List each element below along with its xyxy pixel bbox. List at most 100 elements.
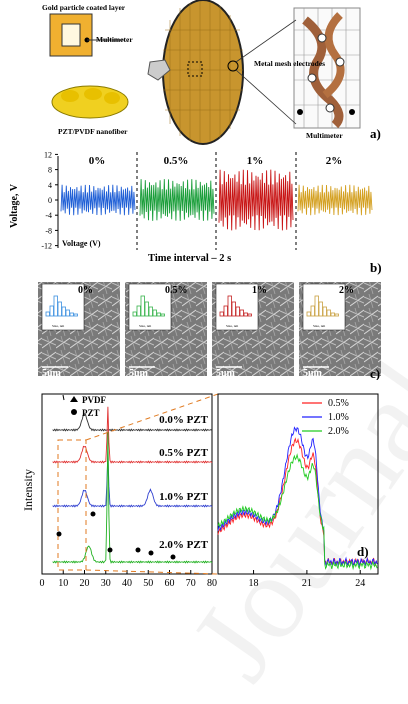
histogram-bar <box>57 301 62 317</box>
panel-b: Voltage, V 12 8 4 0 -4 -8 -12 0% 0.5% 1% 2% Volta… <box>9 150 382 275</box>
histogram-bar <box>227 295 232 317</box>
xtick-label: 80 <box>207 578 217 589</box>
signal-trace <box>139 179 215 221</box>
histogram-bar <box>247 313 252 317</box>
particle <box>325 103 335 113</box>
xtick-label: 0 <box>40 578 45 589</box>
histogram-bar <box>152 309 157 317</box>
zoom-legend: 0.5% 1.0% 2.0% <box>302 398 349 437</box>
zoom-xticks: 18 21 24 <box>249 570 365 589</box>
contact-point <box>349 109 355 115</box>
xrd-curve-labels: 0.0% PZT 0.5% PZT 1.0% PZT 2.0% PZT <box>159 414 209 551</box>
histogram-bar <box>231 301 236 317</box>
ytick-label: 4 <box>48 181 52 190</box>
pzt-peak-dot <box>90 511 96 517</box>
histogram-bar <box>73 313 78 317</box>
panel-b-legend: Voltage (V) <box>62 239 101 248</box>
curve-label: 0.0% PZT <box>159 414 209 426</box>
zoom-circle <box>227 60 239 72</box>
panel-a: Gold particle coated layer Multimeter PZ… <box>42 0 381 145</box>
zoom-region-box <box>57 439 87 571</box>
histogram-bar <box>61 306 66 317</box>
label-multimeter-bottom: Multimeter <box>306 131 343 140</box>
curve-label: 0.5% PZT <box>159 447 209 459</box>
ytick-label: -8 <box>45 226 52 235</box>
xrd-curve <box>52 431 213 564</box>
sem-percent-label: 2% <box>339 285 354 296</box>
ytick-label: -4 <box>45 211 52 220</box>
panel-b-signals <box>60 169 373 231</box>
histogram-bar <box>318 301 323 317</box>
histogram-bar <box>326 309 331 317</box>
ytick-label: 0 <box>48 196 52 205</box>
histogram-bar <box>45 311 50 317</box>
zoom-box <box>187 61 203 77</box>
zoom-curves <box>217 426 378 571</box>
label-fiber: PZT/PVDF nanofiber <box>58 127 128 136</box>
pzt-peak-dot <box>135 547 141 553</box>
clip-icon <box>147 59 171 81</box>
histogram-bar <box>69 312 74 317</box>
xrd-xticks: 0 10 20 30 40 50 60 70 80 <box>40 570 217 589</box>
histogram-bar <box>65 309 70 317</box>
zoom-frame <box>217 393 379 575</box>
pzt-peak-dot <box>107 547 113 553</box>
panel-letter-b: b) <box>370 260 382 275</box>
curve-label: 1.0% PZT <box>159 491 209 503</box>
label-gold: Gold particle coated layer <box>42 3 126 12</box>
ytick-label: 8 <box>48 166 52 175</box>
gold-layer-inner <box>61 23 81 47</box>
zoom-curve <box>217 426 378 568</box>
histogram-bar <box>160 313 165 317</box>
contact-point <box>297 109 303 115</box>
xrd-curve <box>52 450 213 508</box>
xtick-label: 21 <box>302 578 312 589</box>
histogram-bar <box>310 305 315 317</box>
fiber-bump <box>104 92 120 104</box>
xtick-label: 40 <box>122 578 132 589</box>
zoom-curve <box>217 453 378 571</box>
fiber-strand <box>322 12 345 99</box>
histogram-bar <box>132 311 137 317</box>
pzt-peak-dot <box>148 550 154 556</box>
ytick-label: 12 <box>44 150 52 159</box>
fiber-bump <box>84 88 102 100</box>
histogram-bar <box>156 312 161 317</box>
panel-c: 0% Size, nm 5um 0.5% Size, nm 5um 1% Size, nm 5u… <box>38 282 381 380</box>
sem-image: 0.5% Size, nm 5um <box>125 282 207 379</box>
legend-label: 2.0% <box>328 426 349 437</box>
zoom-line <box>235 19 297 63</box>
histogram-bar <box>49 305 54 317</box>
histogram-bar <box>334 313 339 317</box>
histogram-axis-label: Size, nm <box>313 324 326 329</box>
fiber-bump <box>61 90 79 102</box>
xrd-curve <box>52 406 213 464</box>
pzt-marker-icon <box>71 409 77 415</box>
pzt-peak-dot <box>170 554 176 560</box>
panel-d: Intensity 0 10 20 30 40 50 60 70 80 PVDF PZT 0.0… <box>21 393 379 589</box>
xtick-label: 24 <box>355 578 365 589</box>
segment-label: 0% <box>89 155 106 167</box>
panel-letter-d: d) <box>357 544 369 559</box>
xtick-label: 50 <box>143 578 153 589</box>
panel-b-segment-labels: 0% 0.5% 1% 2% <box>89 155 343 167</box>
signal-trace <box>218 169 294 231</box>
mesh-disc <box>162 0 244 145</box>
legend-pzt: PZT <box>82 408 100 418</box>
sem-image: 0% Size, nm 5um <box>38 282 120 379</box>
curve-label: 2.0% PZT <box>159 539 209 551</box>
sem-percent-label: 1% <box>252 285 267 296</box>
particle <box>317 33 327 43</box>
histogram-bar <box>219 311 224 317</box>
sem-image: 2% Size, nm 5um <box>299 282 381 379</box>
particle <box>335 57 345 67</box>
legend-label: 1.0% <box>328 412 349 423</box>
sem-percent-label: 0% <box>78 285 93 296</box>
ytick-label: -12 <box>41 242 52 251</box>
panel-b-yticks: 12 8 4 0 -4 -8 -12 <box>41 150 58 251</box>
histogram-axis-label: Size, nm <box>139 324 152 329</box>
pzt-peak-dot <box>56 531 62 537</box>
segment-label: 0.5% <box>164 155 189 167</box>
xtick-label: 30 <box>101 578 111 589</box>
sem-percent-label: 0.5% <box>165 285 188 296</box>
